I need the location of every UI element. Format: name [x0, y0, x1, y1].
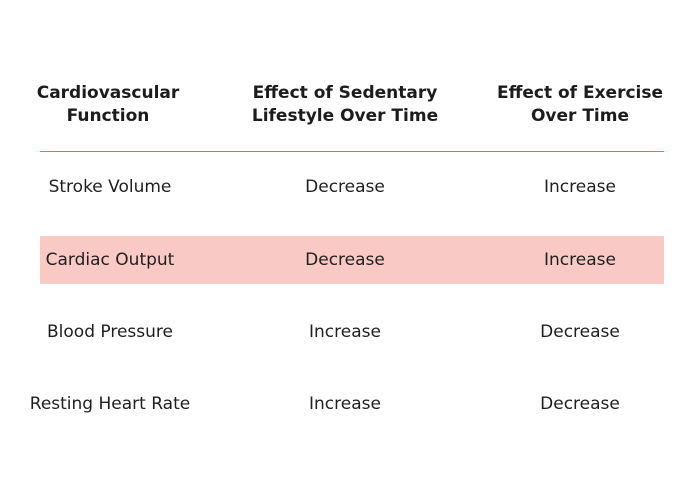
row-highlight-band: [40, 236, 664, 284]
table-row: Blood Pressure Increase Decrease: [0, 308, 700, 356]
function-cell: Cardiac Output: [45, 250, 175, 270]
function-cell: Resting Heart Rate: [29, 394, 191, 414]
header-divider: [40, 151, 664, 152]
sedentary-cell: Increase: [309, 394, 381, 414]
header-line: Lifestyle Over Time: [251, 106, 439, 126]
table-header: Cardiovascular Function Effect of Sedent…: [0, 82, 700, 132]
sedentary-cell: Decrease: [305, 250, 385, 270]
exercise-cell: Increase: [544, 250, 616, 270]
table-row: Resting Heart Rate Increase Decrease: [0, 380, 700, 428]
header-line: Over Time: [530, 106, 630, 126]
table-row-highlighted: Cardiac Output Decrease Increase: [0, 236, 700, 284]
exercise-cell: Decrease: [540, 322, 620, 342]
header-exercise-effect: Effect of Exercise Over Time: [480, 82, 680, 128]
sedentary-cell: Decrease: [305, 177, 385, 197]
exercise-cell: Decrease: [540, 394, 620, 414]
header-cardiovascular-function: Cardiovascular Function: [18, 82, 198, 128]
function-cell: Blood Pressure: [47, 322, 173, 342]
header-line: Effect of Sedentary: [252, 83, 438, 103]
function-cell: Stroke Volume: [48, 177, 172, 197]
table-row: Stroke Volume Decrease Increase: [0, 163, 700, 211]
sedentary-cell: Increase: [309, 322, 381, 342]
exercise-cell: Increase: [544, 177, 616, 197]
header-line: Effect of Exercise: [496, 83, 664, 103]
header-line: Cardiovascular: [36, 83, 180, 103]
header-sedentary-effect: Effect of Sedentary Lifestyle Over Time: [235, 82, 455, 128]
header-line: Function: [66, 106, 150, 126]
